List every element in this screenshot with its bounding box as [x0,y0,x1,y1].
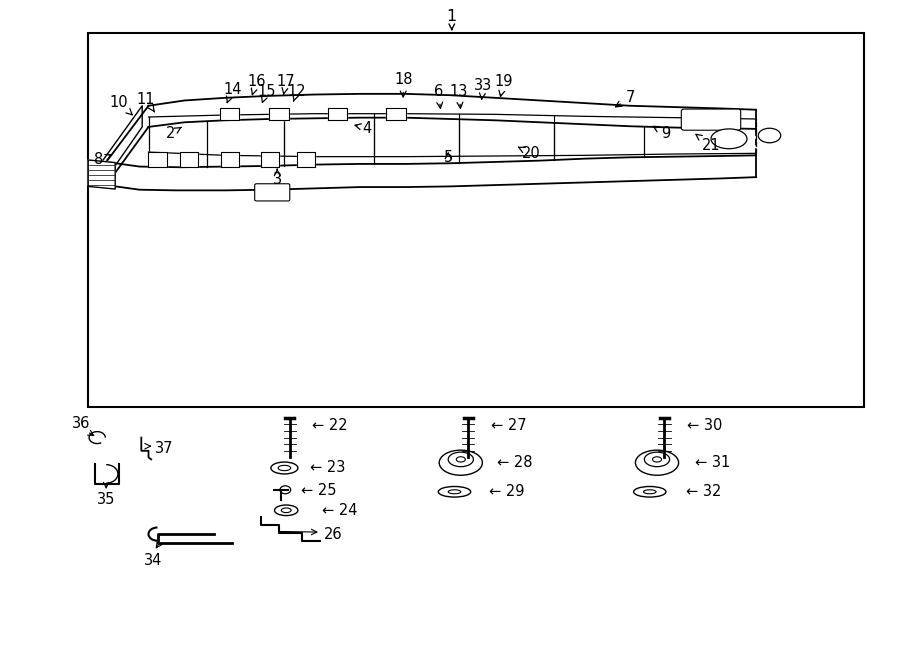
Text: ← 32: ← 32 [686,485,721,499]
Polygon shape [220,108,239,120]
Ellipse shape [274,505,298,516]
Ellipse shape [758,128,781,143]
Text: 7: 7 [616,91,634,107]
Polygon shape [328,108,347,120]
Text: ← 27: ← 27 [491,418,526,433]
Text: 16: 16 [248,74,266,95]
Text: 14: 14 [223,82,241,102]
Text: 12: 12 [288,84,306,102]
FancyBboxPatch shape [255,184,290,201]
Polygon shape [220,152,238,167]
Text: ← 30: ← 30 [687,418,722,433]
Text: 36: 36 [72,416,90,431]
Ellipse shape [439,450,482,475]
Text: 10: 10 [110,95,132,115]
Ellipse shape [456,457,465,462]
Text: 20: 20 [518,146,540,161]
Text: 6: 6 [434,84,443,108]
Polygon shape [180,152,198,167]
Text: 1: 1 [446,9,457,24]
Text: ← 24: ← 24 [322,503,357,518]
Text: 26: 26 [324,527,343,541]
Text: 17: 17 [277,74,295,95]
Text: 19: 19 [495,74,513,97]
Text: 21: 21 [696,134,720,153]
Polygon shape [386,108,406,120]
Text: 18: 18 [394,72,412,97]
Polygon shape [297,152,315,167]
Text: 9: 9 [653,126,670,141]
Text: 34: 34 [144,553,162,568]
Text: 4: 4 [356,121,372,136]
Text: 2: 2 [166,126,181,141]
Ellipse shape [634,486,666,497]
Text: 3: 3 [273,169,282,187]
Ellipse shape [644,452,670,467]
Text: 37: 37 [155,441,174,455]
Polygon shape [88,160,115,189]
Text: 13: 13 [450,84,468,108]
Ellipse shape [652,457,662,462]
Polygon shape [261,152,279,167]
Text: ← 22: ← 22 [312,418,348,433]
Ellipse shape [448,452,473,467]
Ellipse shape [448,490,461,494]
Ellipse shape [438,486,471,497]
Ellipse shape [644,490,656,494]
FancyBboxPatch shape [681,109,741,130]
Text: ← 25: ← 25 [301,483,336,498]
Text: ← 23: ← 23 [310,461,345,475]
Polygon shape [148,152,166,167]
Ellipse shape [278,465,291,471]
Text: 33: 33 [474,79,492,99]
Circle shape [280,486,291,494]
Text: ← 29: ← 29 [489,485,524,499]
Text: 11: 11 [137,92,155,112]
Text: 5: 5 [444,150,453,165]
Bar [88,33,864,407]
Text: 8: 8 [94,153,112,167]
Polygon shape [102,106,142,185]
Text: 35: 35 [97,492,115,508]
Ellipse shape [271,462,298,474]
Ellipse shape [635,450,679,475]
Polygon shape [269,108,289,120]
Text: 15: 15 [257,84,275,102]
Text: ← 28: ← 28 [497,455,532,470]
Ellipse shape [711,129,747,149]
Text: ← 31: ← 31 [695,455,730,470]
Ellipse shape [281,508,291,513]
